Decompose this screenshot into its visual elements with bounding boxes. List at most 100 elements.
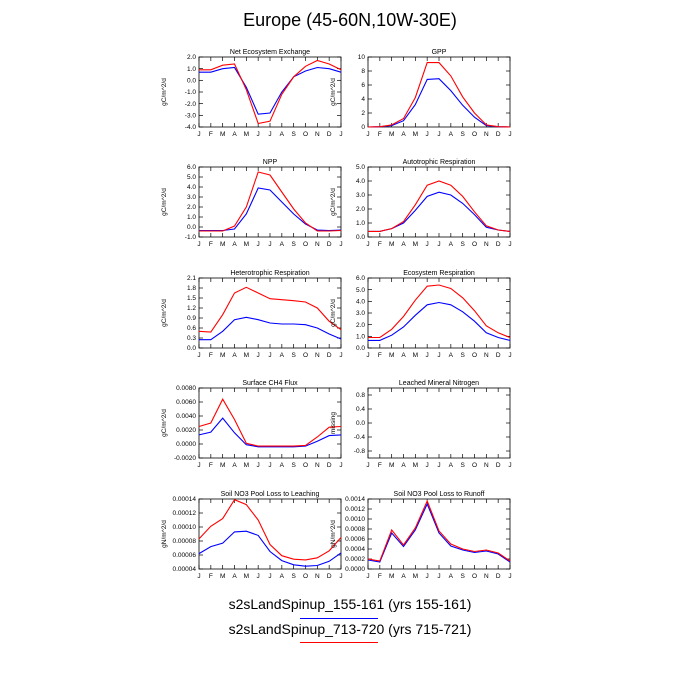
x-tick-label: J [366,462,369,469]
y-tick-label: 0.00004 [173,566,197,573]
y-tick-label: 4 [361,96,365,103]
y-axis-label: gC/m^2/d [330,78,337,106]
y-tick-label: 2.0 [187,54,196,61]
series-line-0 [368,191,511,232]
x-tick-label: N [315,352,320,359]
x-tick-label: M [244,462,249,469]
panel-title: Ecosystem Respiration [403,270,475,277]
y-axis-label: gC/m^2/d [330,188,337,216]
x-tick-label: A [280,573,285,580]
x-tick-label: N [484,462,489,469]
x-tick-label: M [244,241,249,248]
series-line-1 [198,398,342,447]
panel-8: Soil NO3 Pool Loss to Leaching gN/m^2/d 0.… [161,491,343,580]
y-tick-label: -1.0 [185,234,197,241]
series-line-0 [367,78,511,128]
x-tick-label: J [197,352,200,359]
x-tick-label: J [197,131,200,138]
y-tick-label: 4.0 [356,299,365,306]
x-tick-label: J [268,241,271,248]
y-tick-label: 0.00012 [173,510,197,517]
y-axis-label: gN/m^2/d [330,520,337,548]
panel-title: Net Ecosystem Exchange [230,49,310,56]
x-tick-label: F [378,241,382,248]
x-tick-label: J [268,352,271,359]
series-line-0 [199,66,342,115]
panel-frame [367,56,511,128]
y-tick-label: 5.0 [356,164,365,171]
x-tick-label: S [291,241,296,248]
x-tick-label: M [389,352,394,359]
x-tick-label: J [257,573,260,580]
x-tick-label: O [472,573,477,580]
x-tick-label: N [484,131,489,138]
x-tick-label: D [327,352,332,359]
y-axis-label: gC/m^2/d [161,409,168,437]
x-tick-label: J [437,573,440,580]
y-axis-label: gC/m^2/d [330,299,337,327]
y-tick-label: -0.0020 [174,455,196,462]
y-tick-label: 0.8 [356,392,365,399]
series-line-1 [368,180,511,232]
x-tick-label: F [209,462,213,469]
y-tick-label: 6.0 [187,164,196,171]
panel-5: Ecosystem Respiration gC/m^2/d 0.0 1.0 2.0 3.… [330,270,512,359]
panel-title: GPP [432,49,447,56]
series-line-0 [199,187,342,232]
y-tick-label: 0.0000 [345,566,365,573]
x-tick-label: J [508,241,511,248]
y-tick-label: 0.0002 [345,556,365,563]
y-tick-label: 6.0 [356,275,365,282]
x-tick-label: J [257,131,260,138]
x-tick-label: A [449,352,454,359]
y-tick-label: 2 [361,110,365,117]
x-tick-label: D [496,131,501,138]
x-tick-label: A [401,241,406,248]
legend-swatch-red [300,642,378,643]
x-tick-label: M [220,241,225,248]
x-tick-label: A [232,462,237,469]
y-tick-label: 0.0012 [345,506,365,513]
y-tick-label: 0.0010 [345,516,365,523]
x-tick-label: J [508,352,511,359]
y-axis-label: gC/m^2/d [161,78,168,106]
y-tick-label: -0.4 [354,434,366,441]
x-tick-label: D [327,573,332,580]
x-tick-label: D [496,573,501,580]
x-tick-label: A [280,352,285,359]
y-tick-label: 4.0 [356,178,365,185]
x-tick-label: S [291,462,296,469]
series-line-0 [198,417,342,448]
x-tick-label: F [209,573,213,580]
x-tick-label: F [209,241,213,248]
y-tick-label: 0.00008 [173,538,197,545]
y-tick-label: 0.0060 [176,399,196,406]
figure-title: Europe (45-60N,10W-30E) [243,10,457,30]
x-tick-label: J [268,462,271,469]
x-tick-label: N [315,131,320,138]
x-tick-label: M [413,573,418,580]
x-tick-label: D [496,241,501,248]
x-tick-label: J [339,573,342,580]
series-line-1 [367,499,511,562]
x-tick-label: A [280,241,285,248]
x-tick-label: J [268,573,271,580]
y-tick-label: 5.0 [187,174,196,181]
y-tick-label: -3.0 [185,113,197,120]
y-tick-label: 5.0 [356,287,365,294]
y-tick-label: 0.0 [356,420,365,427]
x-tick-label: M [389,131,394,138]
y-tick-label: 8 [361,68,365,75]
x-tick-label: O [303,241,308,248]
x-tick-label: D [327,131,332,138]
y-tick-label: 0.0040 [176,413,196,420]
x-tick-label: A [280,462,285,469]
x-tick-label: J [339,241,342,248]
x-tick-label: A [449,241,454,248]
x-tick-label: O [303,573,308,580]
x-tick-label: O [303,131,308,138]
x-tick-label: J [339,462,342,469]
x-tick-label: M [244,131,249,138]
